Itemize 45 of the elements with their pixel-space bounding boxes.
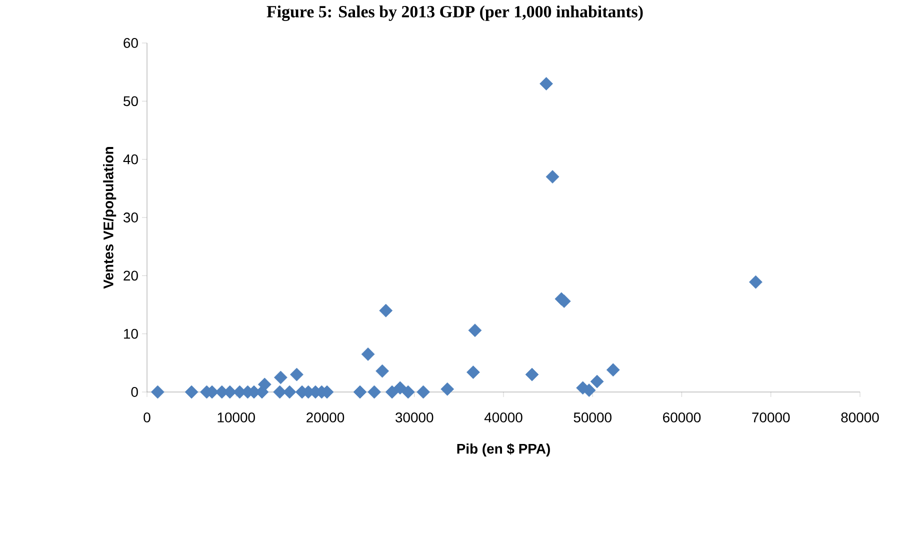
point bbox=[273, 385, 287, 399]
point bbox=[385, 385, 399, 399]
y-tick-label: 20 bbox=[124, 270, 138, 281]
point bbox=[353, 385, 367, 399]
x-tick-label: 70000 bbox=[752, 412, 790, 422]
y-tick-label: 30 bbox=[124, 212, 138, 222]
point bbox=[379, 304, 393, 318]
point bbox=[540, 77, 553, 90]
x-tick-label: 50000 bbox=[574, 412, 612, 422]
point bbox=[749, 275, 762, 289]
point bbox=[525, 368, 539, 382]
point bbox=[290, 368, 304, 382]
x-tick-label: 10000 bbox=[218, 412, 255, 422]
x-axis-title: Pib (en $ PPA) bbox=[457, 443, 550, 456]
y-tick-label: 10 bbox=[124, 328, 138, 339]
y-tick-label: 60 bbox=[124, 38, 138, 48]
y-tick-label: 0 bbox=[131, 387, 138, 397]
point bbox=[590, 374, 604, 388]
point bbox=[557, 294, 571, 308]
y-tick-label: 40 bbox=[123, 154, 138, 164]
x-tick-label: 40000 bbox=[484, 412, 522, 422]
x-tick-label: 60000 bbox=[663, 412, 701, 422]
point bbox=[376, 364, 389, 378]
point bbox=[258, 378, 272, 392]
point bbox=[401, 385, 415, 399]
chart-title: Figure 5: Sales by 2013 GDP (per 1,000 inhabitants) bbox=[266, 6, 643, 21]
y-tick-label: 50 bbox=[124, 96, 138, 106]
y-axis-title: Ventes VE/population bbox=[103, 147, 116, 289]
point bbox=[150, 385, 164, 399]
point bbox=[440, 382, 454, 396]
x-tick-label: 30000 bbox=[396, 412, 434, 422]
point bbox=[546, 170, 560, 184]
x-tick-label: 80000 bbox=[841, 412, 879, 422]
point bbox=[184, 385, 198, 399]
point bbox=[468, 324, 482, 338]
point bbox=[466, 366, 480, 379]
x-tick-label: 0 bbox=[144, 412, 150, 422]
point bbox=[393, 381, 407, 395]
x-tick-label: 20000 bbox=[306, 412, 344, 422]
point bbox=[282, 385, 296, 399]
point bbox=[416, 385, 430, 399]
point bbox=[274, 370, 288, 384]
point bbox=[606, 363, 620, 377]
point bbox=[361, 347, 375, 361]
point bbox=[368, 385, 381, 399]
